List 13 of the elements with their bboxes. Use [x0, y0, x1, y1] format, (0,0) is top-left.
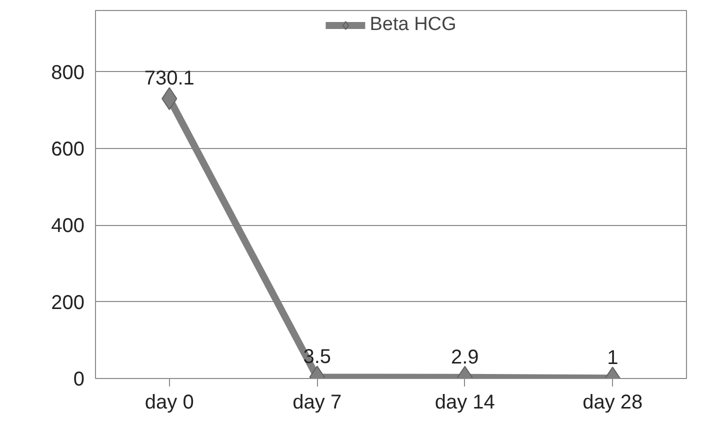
x-tick-label: day 7 [292, 392, 342, 414]
y-tick-label: 0 [73, 368, 84, 390]
x-tick-label: day 0 [144, 392, 194, 414]
y-tick-label: 800 [51, 62, 85, 84]
legend-label: Beta HCG [370, 14, 456, 36]
data-label: 1 [607, 347, 618, 370]
y-tick-label: 400 [51, 215, 85, 238]
x-tick-label: day 28 [582, 392, 643, 414]
data-label: 2.9 [450, 346, 479, 368]
y-tick-label: 200 [51, 292, 85, 314]
y-tick-label: 600 [51, 138, 85, 160]
data-label: 730.1 [144, 68, 194, 90]
x-tick-label: day 14 [434, 392, 495, 414]
